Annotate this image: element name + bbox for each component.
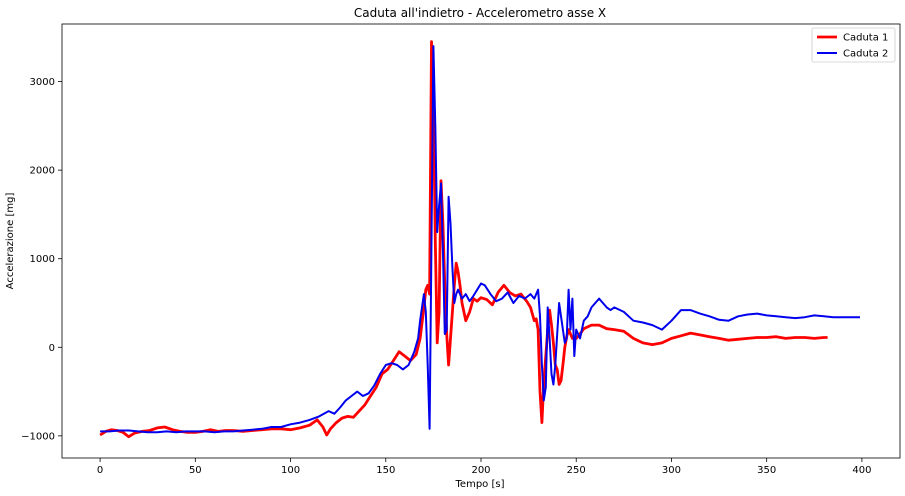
y-tick-label: 3000 bbox=[30, 77, 55, 88]
legend-label-caduta-1: Caduta 1 bbox=[843, 33, 888, 44]
x-tick-label: 350 bbox=[757, 465, 776, 476]
y-tick-label: −1000 bbox=[21, 431, 55, 442]
series-line-caduta-2 bbox=[100, 45, 860, 434]
axis-ticks: 0 50 100 150 200 250 300 350 400 −1000 0 1000 2000 30… bbox=[21, 77, 871, 476]
y-tick-label: 1000 bbox=[30, 254, 55, 265]
x-tick-label: 400 bbox=[852, 465, 871, 476]
x-tick-label: 100 bbox=[281, 465, 300, 476]
y-axis-label: Accelerazione [mg] bbox=[5, 193, 16, 290]
x-tick-label: 50 bbox=[189, 465, 202, 476]
x-tick-label: 200 bbox=[471, 465, 490, 476]
x-axis-label: Tempo [s] bbox=[455, 479, 505, 490]
x-tick-label: 250 bbox=[567, 465, 586, 476]
y-tick-label: 2000 bbox=[30, 166, 55, 177]
x-tick-label: 150 bbox=[376, 465, 395, 476]
chart-title: Caduta all'indietro - Accelerometro asse… bbox=[354, 6, 606, 20]
plot-area bbox=[99, 40, 860, 439]
legend: Caduta 1 Caduta 2 bbox=[811, 27, 896, 63]
series-line-caduta-1 bbox=[99, 40, 828, 439]
x-tick-label: 300 bbox=[662, 465, 681, 476]
legend-label-caduta-2: Caduta 2 bbox=[843, 49, 888, 60]
y-tick-label: 0 bbox=[49, 343, 55, 354]
x-tick-label: 0 bbox=[97, 465, 103, 476]
